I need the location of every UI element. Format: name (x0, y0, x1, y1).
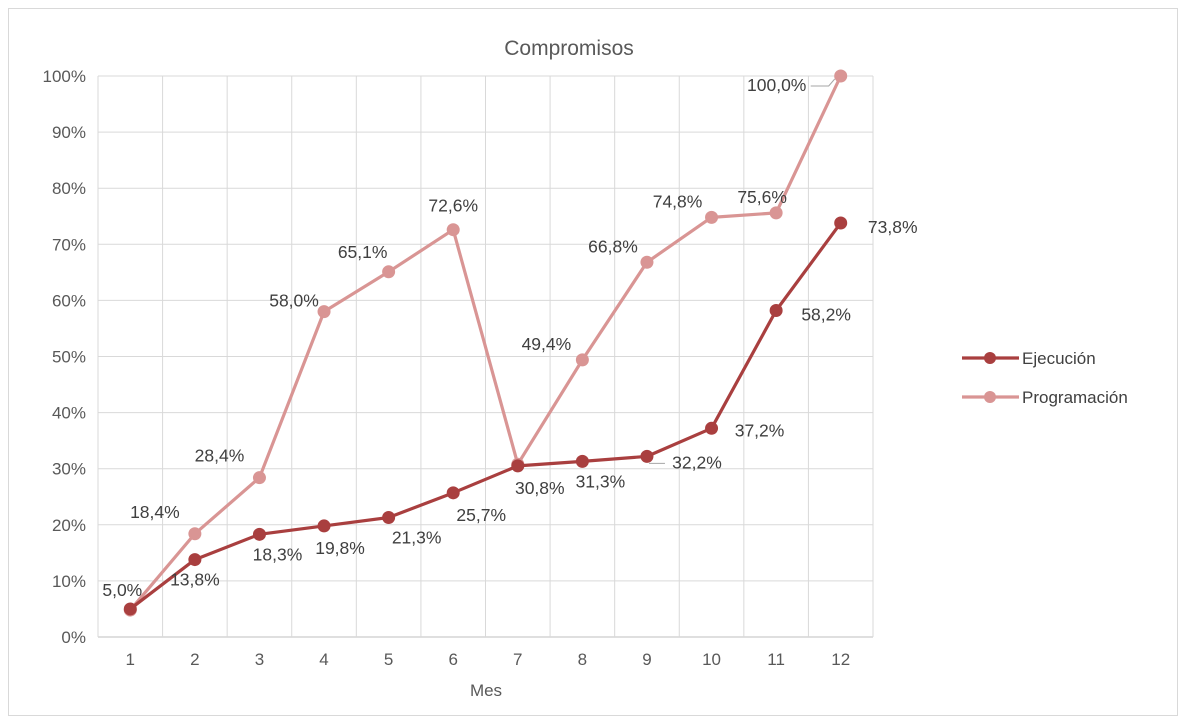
x-axis-title: Mes (470, 681, 502, 700)
data-label: 74,8% (653, 191, 703, 211)
x-tick-label: 5 (384, 650, 393, 669)
y-tick-label: 50% (52, 348, 86, 367)
data-point (123, 602, 137, 616)
series-line-programacion (129, 75, 843, 612)
y-tick-label: 90% (52, 123, 86, 142)
legend-marker (984, 352, 996, 364)
data-point (575, 454, 589, 468)
x-tick-label: 9 (642, 650, 651, 669)
x-axis-ticks: 1 2 3 4 5 6 7 8 9 10 11 12 (126, 650, 851, 669)
y-tick-label: 100% (43, 67, 86, 86)
data-point (317, 519, 331, 533)
data-label: 73,8% (868, 217, 918, 237)
data-label: 49,4% (522, 334, 572, 354)
data-point (705, 210, 719, 224)
y-tick-label: 0% (61, 628, 86, 647)
data-label: 31,3% (576, 471, 626, 491)
data-label: 18,4% (130, 502, 180, 522)
legend-label: Programación (1022, 388, 1128, 407)
data-point (252, 527, 266, 541)
x-tick-label: 3 (255, 650, 264, 669)
leader-line (810, 78, 836, 87)
x-tick-label: 7 (513, 650, 522, 669)
data-label: 21,3% (392, 528, 442, 548)
data-label: 13,8% (170, 570, 220, 590)
legend: Ejecución Programación (962, 349, 1128, 407)
x-tick-label: 8 (578, 650, 587, 669)
data-label: 72,6% (428, 196, 478, 216)
data-point (834, 69, 848, 83)
data-point (511, 459, 525, 473)
data-point (446, 486, 460, 500)
data-point (769, 206, 783, 220)
y-tick-label: 10% (52, 572, 86, 591)
chart-title: Compromisos (504, 37, 634, 60)
data-label: 100,0% (747, 75, 806, 95)
legend-marker (984, 391, 996, 403)
y-tick-label: 70% (52, 235, 86, 254)
series-lines (123, 69, 848, 617)
data-point (640, 449, 654, 463)
data-label: 65,1% (338, 242, 388, 262)
series-line-ejecucion (129, 222, 842, 611)
data-label: 58,2% (801, 304, 851, 324)
data-label: 30,8% (515, 478, 565, 498)
data-point (317, 305, 331, 319)
data-point (188, 553, 202, 567)
data-label: 37,2% (735, 420, 785, 440)
x-tick-label: 2 (190, 650, 199, 669)
data-label: 75,6% (737, 187, 787, 207)
data-point (769, 303, 783, 317)
data-point (640, 255, 654, 269)
data-labels: 13,8% 18,3% 19,8% 21,3% 25,7% 31,3% 32,2% 37,2%… (102, 75, 917, 600)
data-point (382, 265, 396, 279)
data-point (252, 471, 266, 485)
data-label: 66,8% (588, 236, 638, 256)
y-axis-ticks: 0% 10% 20% 30% 40% 50% 60% 70% 80% 90% 100% (43, 67, 86, 647)
data-label: 28,4% (195, 446, 245, 466)
x-tick-label: 6 (448, 650, 457, 669)
x-tick-label: 12 (831, 650, 850, 669)
y-tick-label: 40% (52, 404, 86, 423)
x-tick-label: 1 (126, 650, 135, 669)
data-point (834, 216, 848, 230)
data-label: 18,3% (253, 544, 303, 564)
y-tick-label: 60% (52, 291, 86, 310)
y-tick-label: 30% (52, 460, 86, 479)
data-point (382, 511, 396, 525)
data-point (575, 353, 589, 367)
data-point (446, 223, 460, 237)
x-tick-label: 4 (319, 650, 328, 669)
grid-lines (97, 75, 874, 638)
data-label: 19,8% (315, 538, 365, 558)
data-label: 25,7% (456, 505, 506, 525)
legend-label: Ejecución (1022, 349, 1096, 368)
data-label: 58,0% (269, 291, 319, 311)
y-tick-label: 20% (52, 516, 86, 535)
chart-frame: Compromisos 0% 10% 20% 30% 40% 50% 60% 70% 80% 90… (8, 8, 1178, 716)
data-label: 5,0% (102, 580, 142, 600)
y-tick-label: 80% (52, 179, 86, 198)
chart-svg: Compromisos 0%10%20%30%40%50%60%70%80%90… (43, 37, 1128, 700)
data-point (705, 421, 719, 435)
data-label: 32,2% (672, 452, 722, 472)
data-point (188, 527, 202, 541)
x-tick-label: 11 (767, 650, 785, 669)
x-tick-label: 10 (702, 650, 721, 669)
